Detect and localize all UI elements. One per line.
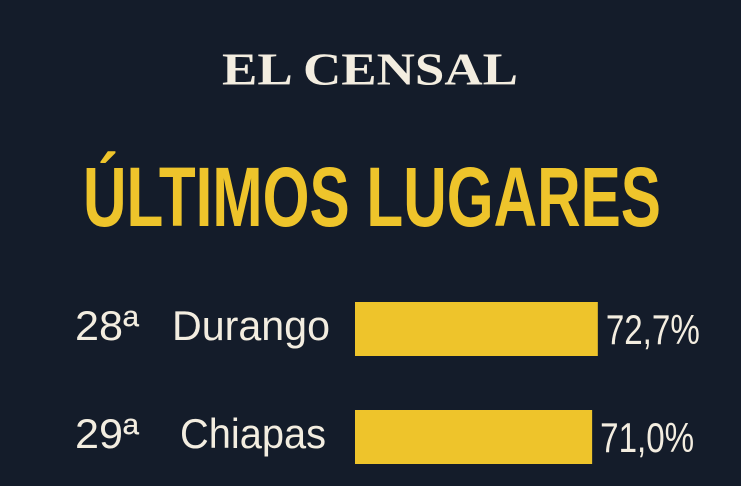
rank-label: 29ª [75,410,139,457]
category-label: Chiapas [180,410,326,457]
bar [355,302,598,356]
category-label: Durango [172,302,330,349]
value-label: 72,7% [606,306,700,353]
value-label: 71,0% [600,414,694,461]
masthead: EL CENSAL [222,44,518,95]
rank-label: 28ª [75,302,139,349]
chart-title: ÚLTIMOS LUGARES [83,150,661,244]
bar [355,410,593,464]
